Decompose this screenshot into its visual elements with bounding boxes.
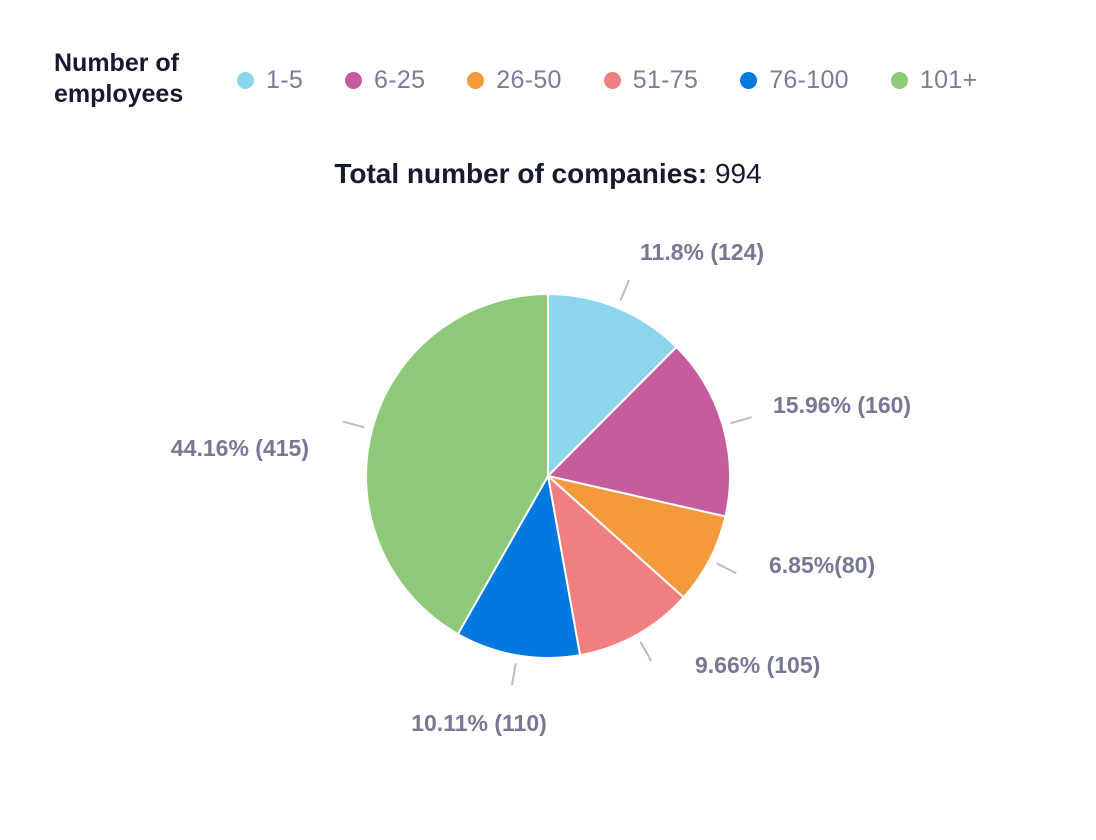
- legend-label: 101+: [919, 65, 978, 94]
- pie-slice-51-75[interactable]: [547, 475, 685, 657]
- data-label-6-25: 15.96% (160): [773, 392, 911, 418]
- legend-dot-icon: [467, 71, 485, 89]
- legend-item-1-5[interactable]: 1-5: [237, 66, 303, 95]
- leader-line-101+: [342, 420, 365, 429]
- total-value: 994: [714, 158, 762, 189]
- leader-line-1-5: [619, 279, 630, 301]
- legend-title: Number of employees: [54, 49, 184, 108]
- legend-item-6-25[interactable]: 6-25: [345, 66, 425, 95]
- legend-dot-icon: [345, 71, 363, 89]
- pie-slice-101+[interactable]: [365, 293, 549, 636]
- pie-slice-26-50[interactable]: [547, 475, 727, 599]
- pie-slice-6-25[interactable]: [547, 346, 731, 518]
- legend-item-76-100[interactable]: 76-100: [740, 66, 849, 95]
- legend-label: 76-100: [769, 65, 849, 94]
- leader-line-6-25: [730, 416, 752, 425]
- data-label-101+: 44.16% (415): [171, 435, 309, 461]
- data-label-51-75: 9.66% (105): [695, 652, 820, 678]
- pie-slice-76-100[interactable]: [456, 475, 582, 659]
- data-label-26-50: 6.85%(80): [769, 552, 875, 578]
- legend-dot-icon: [740, 71, 758, 89]
- legend-dot-icon: [237, 71, 254, 89]
- legend-item-51-75[interactable]: 51-75: [603, 65, 699, 95]
- pie-slice-1-5[interactable]: [547, 293, 678, 477]
- chart-title: Total number of companies: 994: [0, 158, 1096, 190]
- legend-label: 1-5: [266, 65, 304, 94]
- leader-line-51-75: [639, 641, 653, 662]
- legend-label: 6-25: [374, 65, 426, 94]
- legend-item-26-50[interactable]: 26-50: [467, 66, 561, 95]
- legend-item-101+[interactable]: 101+: [890, 65, 978, 95]
- legend-label: 51-75: [632, 65, 699, 94]
- leader-line-76-100: [511, 663, 517, 686]
- leader-line-26-50: [716, 562, 737, 575]
- legend: 1-5 6-25 26-50 51-75 76-100 101+: [237, 62, 1019, 98]
- legend-label: 26-50: [496, 65, 562, 94]
- total-label: Total number of companies:: [334, 158, 708, 189]
- data-label-1-5: 11.8% (124): [640, 239, 764, 265]
- legend-dot-icon: [603, 71, 621, 89]
- data-label-76-100: 10.11% (110): [411, 710, 547, 736]
- legend-dot-icon: [890, 71, 908, 89]
